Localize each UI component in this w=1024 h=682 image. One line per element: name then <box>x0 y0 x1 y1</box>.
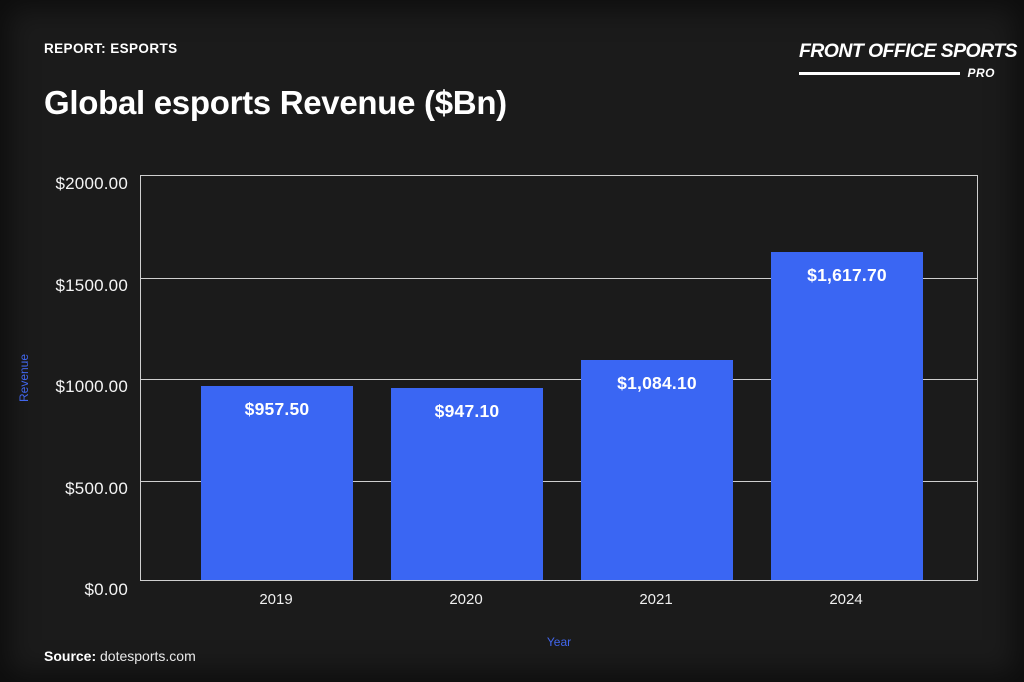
brand-logo-sub: PRO <box>967 66 995 80</box>
y-tick-label: $2000.00 <box>55 174 128 193</box>
x-tick-label: 2020 <box>449 591 483 608</box>
x-tick-label: 2021 <box>639 591 673 608</box>
gridline <box>141 480 977 482</box>
bar-2020: $947.10 <box>391 387 543 580</box>
bar-value-label: $1,084.10 <box>617 372 697 393</box>
x-tick-label: 2024 <box>829 591 863 608</box>
bar-value-label: $957.50 <box>244 398 310 419</box>
bar-2021: $1,084.10 <box>581 359 733 580</box>
brand-logo-name: FRONT OFFICE SPORTS <box>799 40 1018 62</box>
bar-2019: $957.50 <box>201 385 353 580</box>
bar-2024: $1,617.70 <box>771 251 923 580</box>
gridline <box>141 277 977 279</box>
source-label: Source: <box>44 648 97 664</box>
y-tick-label: $1000.00 <box>55 377 128 396</box>
gridline <box>141 379 977 380</box>
brand-logo-rule <box>799 71 961 75</box>
x-axis-title: Year <box>546 635 572 649</box>
x-tick-label: 2019 <box>259 591 293 608</box>
report-eyebrow: REPORT: ESPORTS <box>44 41 178 56</box>
y-tick-label: $0.00 <box>84 580 128 599</box>
chart-title: Global esports Revenue ($Bn) <box>44 84 507 121</box>
source-url: dotesports.com <box>100 648 196 664</box>
bar-value-label: $1,617.70 <box>807 264 887 285</box>
y-tick-label: $500.00 <box>65 478 128 498</box>
brand-logo: FRONT OFFICE SPORTS PRO <box>799 40 1018 80</box>
plot-area: $957.50 $947.10 $1,084.10 $1,617.70 <box>140 175 978 581</box>
bar-value-label: $947.10 <box>434 400 500 421</box>
brand-logo-row: PRO <box>799 66 995 80</box>
source-note: Source: dotesports.com <box>44 648 196 664</box>
y-tick-label: $1500.00 <box>55 275 128 295</box>
